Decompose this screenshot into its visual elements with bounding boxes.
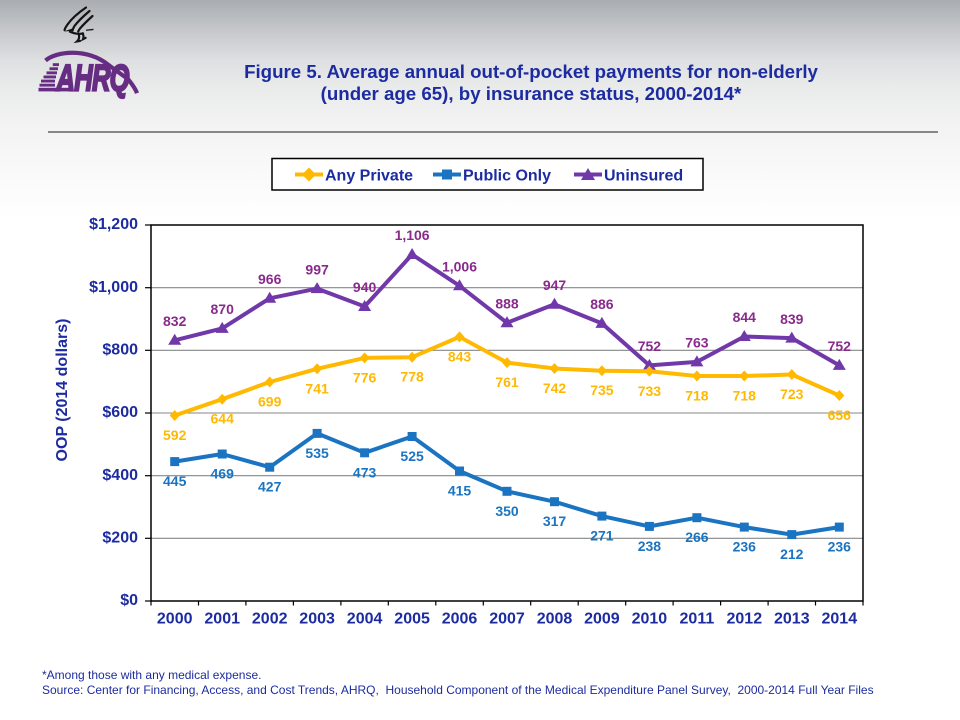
svg-text:644: 644	[211, 411, 235, 427]
svg-text:469: 469	[211, 466, 235, 482]
svg-text:238: 238	[638, 538, 662, 554]
svg-text:$600: $600	[102, 404, 138, 421]
svg-text:699: 699	[258, 394, 282, 410]
svg-text:2012: 2012	[727, 611, 763, 628]
svg-text:2000: 2000	[157, 611, 193, 628]
svg-text:2010: 2010	[632, 611, 668, 628]
svg-text:Public Only: Public Only	[463, 168, 551, 185]
svg-text:844: 844	[733, 309, 757, 325]
svg-text:AHRQ: AHRQ	[56, 57, 130, 99]
svg-text:832: 832	[163, 313, 187, 329]
svg-text:2001: 2001	[204, 611, 240, 628]
svg-text:Uninsured: Uninsured	[604, 168, 683, 185]
svg-text:718: 718	[733, 388, 757, 404]
svg-text:1,106: 1,106	[395, 227, 430, 243]
svg-text:317: 317	[543, 513, 567, 529]
svg-text:592: 592	[163, 427, 187, 443]
svg-text:752: 752	[638, 338, 662, 354]
svg-text:843: 843	[448, 348, 472, 364]
svg-text:212: 212	[780, 546, 804, 562]
svg-text:2008: 2008	[537, 611, 573, 628]
svg-text:870: 870	[211, 301, 235, 317]
svg-text:940: 940	[353, 279, 377, 295]
svg-text:Any Private: Any Private	[325, 168, 413, 185]
svg-text:$400: $400	[102, 467, 138, 484]
svg-text:2002: 2002	[252, 611, 288, 628]
svg-text:535: 535	[305, 445, 329, 461]
svg-text:761: 761	[495, 374, 519, 390]
svg-text:266: 266	[685, 529, 709, 545]
svg-text:1,006: 1,006	[442, 259, 477, 275]
svg-text:525: 525	[400, 448, 424, 464]
svg-text:$0: $0	[120, 592, 138, 609]
svg-text:236: 236	[733, 539, 757, 555]
svg-text:742: 742	[543, 380, 567, 396]
svg-text:$1,200: $1,200	[89, 216, 138, 233]
svg-text:763: 763	[685, 335, 709, 351]
svg-text:839: 839	[780, 311, 804, 327]
svg-text:2011: 2011	[680, 611, 715, 628]
svg-text:OOP (2014 dollars): OOP (2014 dollars)	[54, 319, 71, 462]
svg-text:741: 741	[305, 380, 329, 396]
svg-text:718: 718	[685, 388, 709, 404]
svg-text:2007: 2007	[489, 611, 525, 628]
svg-text:$800: $800	[102, 342, 138, 359]
svg-text:966: 966	[258, 271, 282, 287]
svg-text:350: 350	[495, 503, 519, 519]
svg-text:2014: 2014	[822, 611, 858, 628]
svg-text:778: 778	[400, 369, 424, 385]
svg-text:$1,000: $1,000	[89, 279, 138, 296]
svg-text:$200: $200	[102, 530, 138, 547]
svg-text:2003: 2003	[299, 611, 335, 628]
svg-text:2004: 2004	[347, 611, 383, 628]
svg-text:656: 656	[828, 407, 852, 423]
svg-text:776: 776	[353, 369, 377, 385]
svg-text:733: 733	[638, 383, 662, 399]
svg-text:271: 271	[590, 528, 614, 544]
svg-text:473: 473	[353, 464, 377, 480]
svg-text:947: 947	[543, 277, 567, 293]
svg-text:752: 752	[828, 338, 852, 354]
svg-text:888: 888	[495, 296, 519, 312]
svg-text:997: 997	[305, 261, 329, 277]
svg-text:2006: 2006	[442, 611, 478, 628]
svg-text:2009: 2009	[584, 611, 620, 628]
svg-text:2005: 2005	[394, 611, 430, 628]
svg-text:2013: 2013	[774, 611, 810, 628]
svg-text:886: 886	[590, 296, 614, 312]
svg-text:445: 445	[163, 473, 187, 489]
svg-text:723: 723	[780, 386, 804, 402]
svg-text:735: 735	[590, 382, 614, 398]
svg-text:415: 415	[448, 483, 472, 499]
svg-text:427: 427	[258, 479, 282, 495]
svg-text:236: 236	[828, 539, 852, 555]
